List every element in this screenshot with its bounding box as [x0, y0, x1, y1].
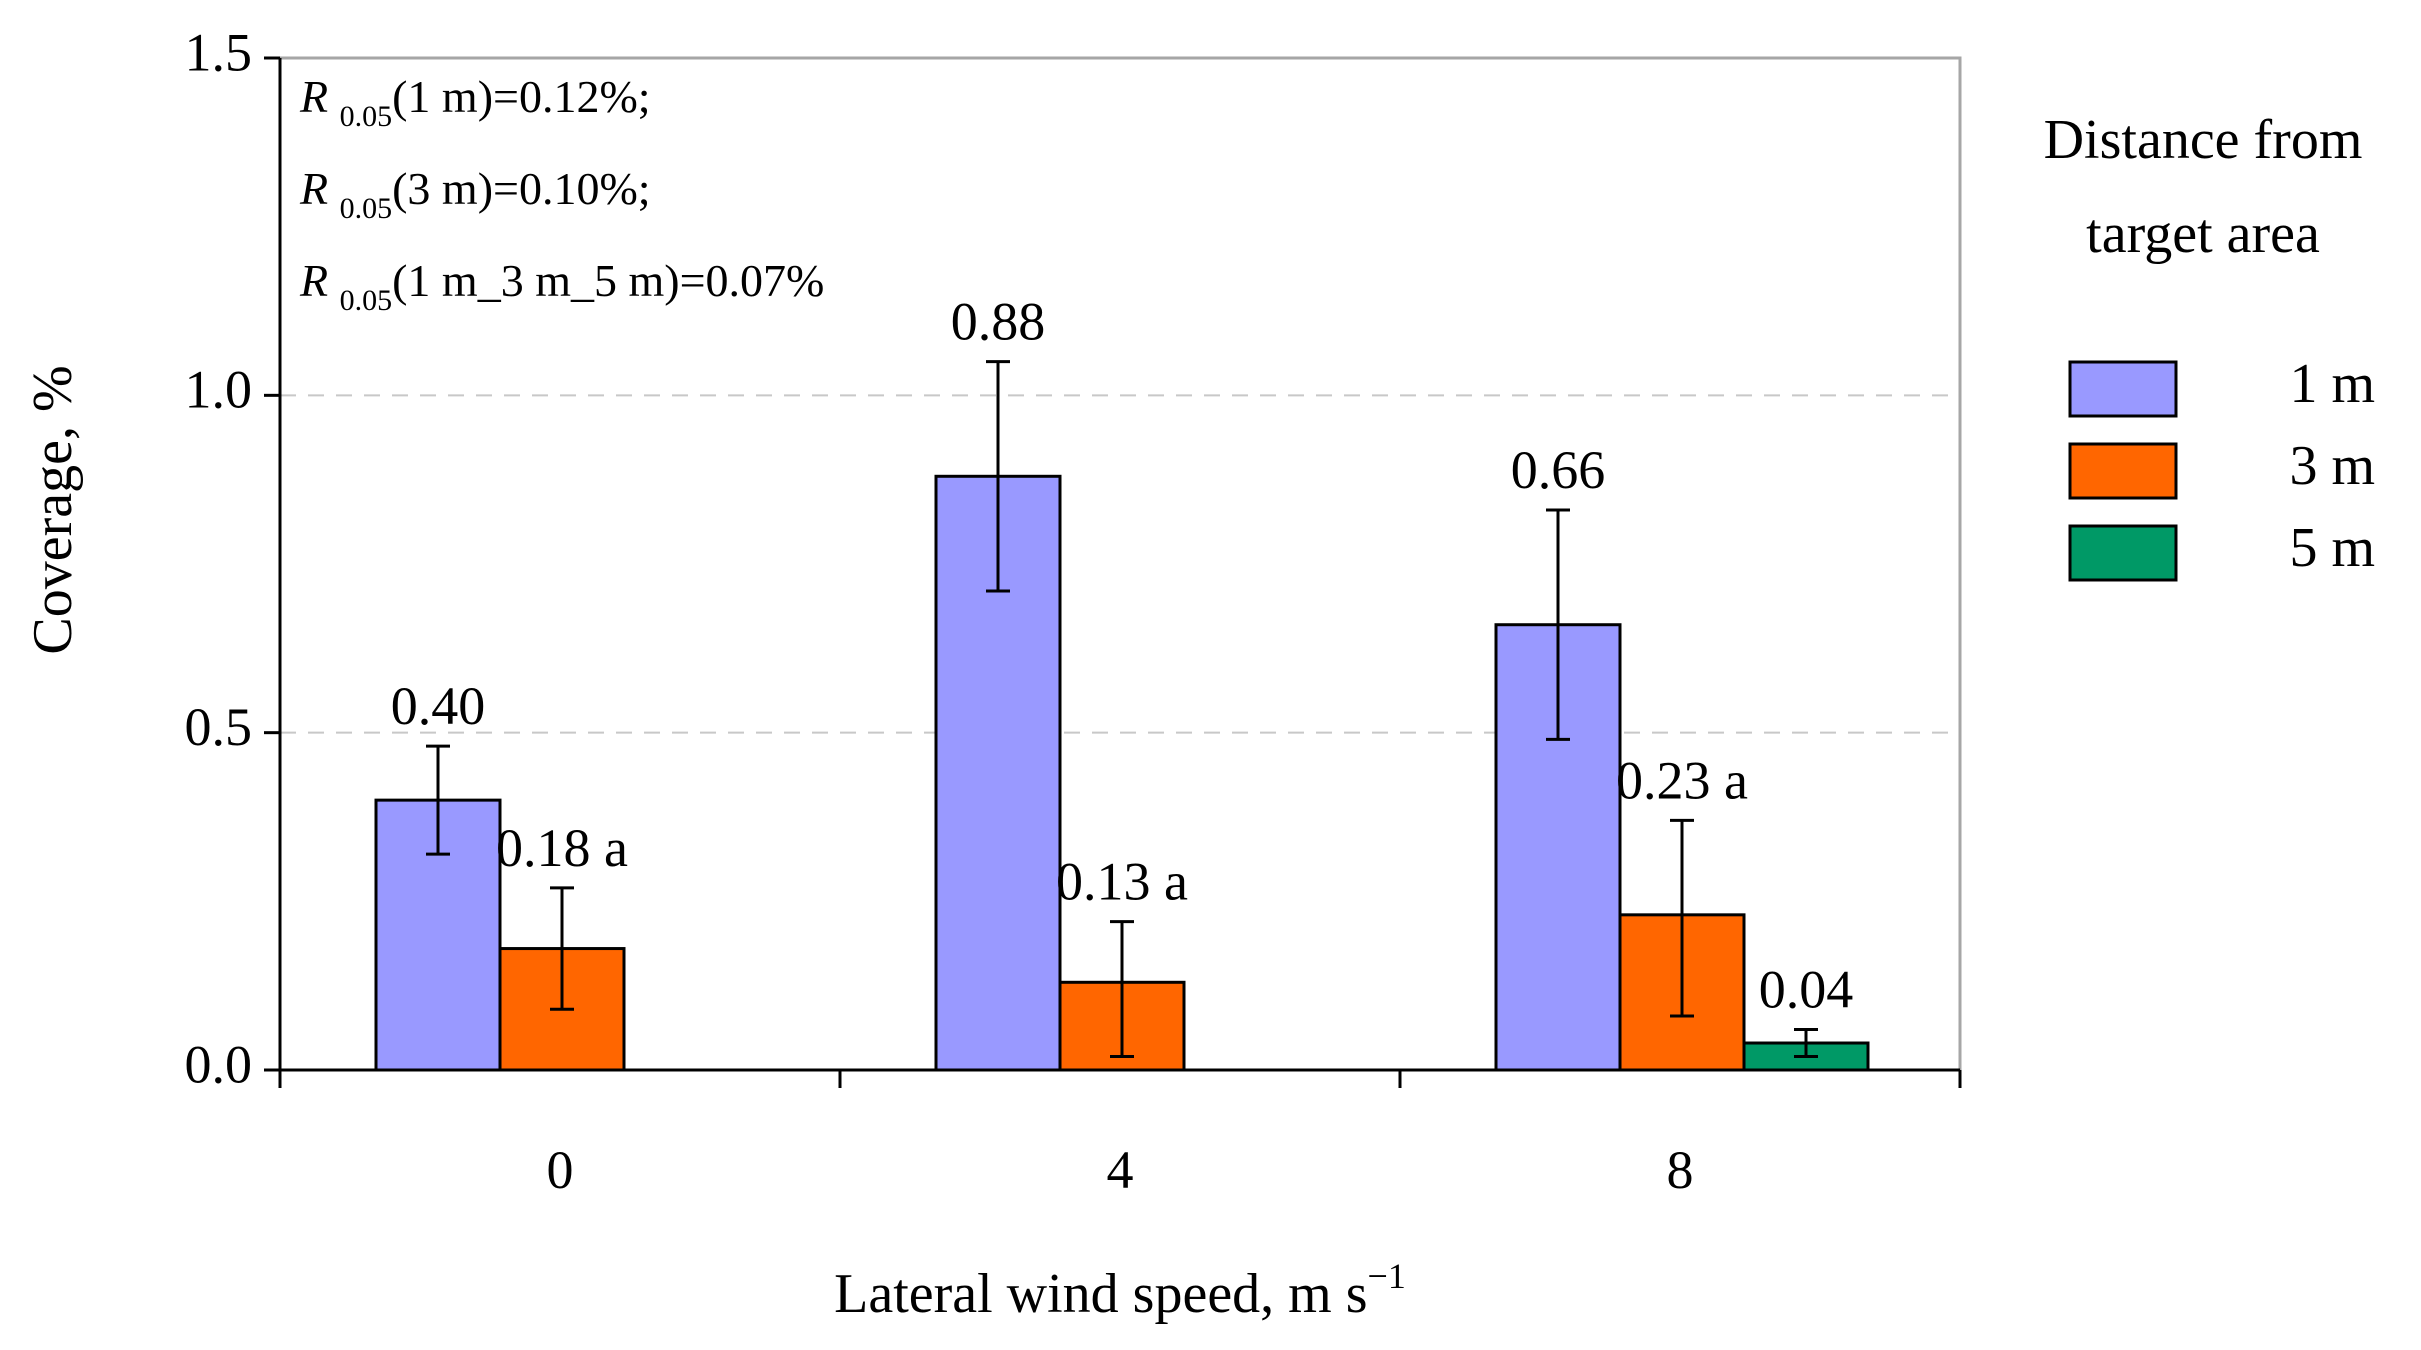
legend-label: 3 m — [2289, 435, 2375, 497]
x-tick-label: 8 — [1667, 1140, 1694, 1200]
data-label: 0.88 — [951, 292, 1046, 352]
annotation: R 0.05(1 m)=0.12%; — [299, 71, 651, 133]
data-label: 0.40 — [391, 676, 486, 736]
legend-title-line-1: Distance from — [2044, 109, 2363, 171]
x-tick-label: 4 — [1107, 1140, 1134, 1200]
legend-swatch — [2068, 524, 2178, 582]
annotation-text: (1 m)=0.12%; — [392, 71, 650, 122]
y-tick-label: 1.5 — [185, 22, 253, 82]
x-tick-label: 0 — [547, 1140, 574, 1200]
y-tick-label: 0.0 — [185, 1034, 253, 1094]
legend-label: 1 m — [2289, 353, 2375, 415]
annotation-text: (3 m)=0.10%; — [392, 163, 650, 214]
y-tick-label: 1.0 — [185, 360, 253, 420]
legend-title-line-2: target area — [2086, 203, 2320, 265]
data-label: 0.18 a — [496, 818, 628, 878]
annotation-subscript: 0.05 — [340, 192, 393, 225]
data-label: 0.66 — [1511, 440, 1606, 500]
error-bars — [426, 360, 1818, 1059]
data-label: 0.13 a — [1056, 852, 1188, 912]
annotation-subscript: 0.05 — [340, 100, 393, 133]
legend-swatch — [2068, 360, 2178, 418]
legend-swatch — [2068, 442, 2178, 500]
data-label: 0.23 a — [1616, 750, 1748, 810]
y-axis-title: Coverage, % — [22, 365, 84, 654]
annotation-symbol: R — [299, 71, 340, 122]
annotation-subscript: 0.05 — [340, 284, 393, 317]
grid-lines — [280, 394, 1960, 734]
annotation-symbol: R — [299, 255, 340, 306]
annotation-symbol: R — [299, 163, 340, 214]
annotation-text: (1 m_3 m_5 m)=0.07% — [392, 255, 824, 306]
annotation: R 0.05(3 m)=0.10%; — [299, 163, 651, 225]
significance-annotations: R 0.05(1 m)=0.12%;R 0.05(3 m)=0.10%;R 0.… — [299, 71, 824, 317]
y-tick-label: 0.5 — [185, 697, 253, 757]
x-axis-title: Lateral wind speed, m s−1 — [834, 1256, 1406, 1325]
legend-label: 5 m — [2289, 517, 2375, 579]
axes — [264, 56, 1962, 1088]
y-tick-labels: 0.0 0.5 1.0 1.5 — [185, 22, 253, 1094]
legend-items: 1 m 3 m 5 m — [2068, 353, 2375, 582]
x-tick-labels: 0 4 8 — [547, 1140, 1694, 1200]
annotation: R 0.05(1 m_3 m_5 m)=0.07% — [299, 255, 824, 317]
data-label: 0.04 — [1759, 960, 1854, 1020]
data-labels: 0.40 0.88 0.66 0.18 a 0.13 a 0.23 a 0.04 — [391, 292, 1854, 1020]
legend: Distance from target area 1 m 3 m 5 m — [2044, 109, 2375, 582]
